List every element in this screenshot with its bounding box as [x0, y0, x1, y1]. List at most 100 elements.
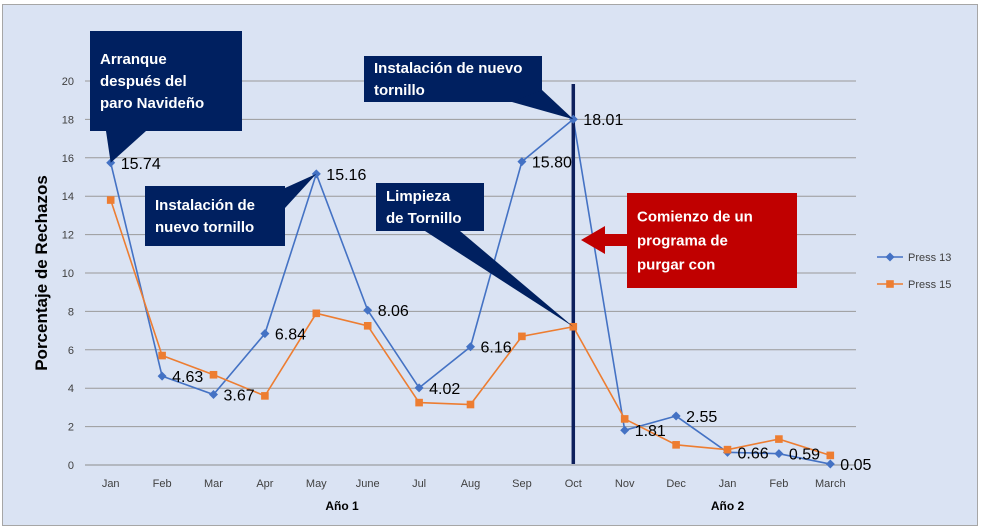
data-point — [518, 332, 526, 341]
callout-box — [364, 56, 542, 102]
data-label: 2.55 — [686, 409, 717, 426]
callout-box — [627, 193, 797, 288]
annotation-callout: Arranque después del paro Navideño — [90, 31, 242, 163]
data-point — [158, 351, 166, 360]
callout-text: Limpieza — [386, 188, 451, 205]
data-point — [620, 425, 630, 435]
data-point — [209, 390, 218, 400]
x-tick-label: Jan — [102, 478, 120, 490]
legend-label: Press 13 — [908, 252, 951, 264]
callout-pointer — [106, 131, 146, 163]
callout-text: nuevo tornillo — [155, 219, 254, 236]
callout-text: Comienzo de un — [637, 209, 753, 226]
data-point — [363, 305, 373, 315]
data-point — [517, 157, 527, 167]
group-label: Año 1 — [325, 499, 359, 513]
callout-pointer — [512, 90, 574, 120]
annotation-callout: Instalación de nuevo tornillo — [145, 173, 317, 246]
data-label: 15.16 — [326, 167, 366, 184]
data-label: 0.05 — [840, 457, 871, 474]
data-point — [363, 322, 372, 330]
x-tick-label: Feb — [769, 478, 788, 490]
data-point — [157, 371, 167, 381]
data-label: 15.80 — [532, 155, 572, 172]
data-point — [260, 329, 270, 339]
data-point — [775, 435, 783, 443]
data-label: 4.02 — [429, 381, 460, 398]
data-point — [209, 370, 218, 379]
x-tick-label: Jan — [719, 478, 737, 490]
annotation-callout: Limpieza de Tornillo — [376, 183, 574, 327]
data-label: 8.06 — [378, 303, 409, 320]
data-point — [414, 383, 424, 393]
data-label: 0.59 — [789, 447, 820, 464]
x-tick-label: Apr — [256, 478, 273, 490]
callout-box — [145, 186, 285, 246]
legend-label: Press 15 — [908, 279, 951, 291]
data-point — [312, 309, 321, 318]
x-tick-label: Nov — [615, 478, 635, 490]
y-tick-label: 4 — [68, 383, 74, 395]
x-tick-label: May — [306, 478, 327, 490]
y-tick-label: 18 — [62, 114, 74, 126]
data-point — [620, 415, 629, 423]
callout-box — [376, 183, 484, 231]
legend-marker — [886, 280, 894, 288]
callout-text: paro Navideño — [100, 95, 204, 112]
y-tick-label: 10 — [62, 268, 74, 280]
data-label: 6.84 — [275, 327, 306, 344]
callout-pointer — [285, 173, 317, 208]
callout-text: Instalación de — [155, 197, 255, 214]
callout-text: después del — [100, 73, 187, 90]
y-axis-label: Porcentaje de Rechazos — [32, 175, 51, 371]
data-point — [672, 441, 680, 449]
y-tick-label: 12 — [62, 230, 74, 242]
y-tick-label: 8 — [68, 306, 74, 318]
callout-text: tornillo — [374, 82, 425, 99]
x-tick-label: Mar — [204, 478, 223, 490]
x-tick-label: March — [815, 478, 846, 490]
x-tick-label: Oct — [565, 478, 582, 490]
x-tick-label: Dec — [666, 478, 686, 490]
annotation-callout: Comienzo de un programa de purgar con — [581, 193, 797, 288]
data-label: 4.63 — [172, 369, 203, 386]
x-tick-label: Jul — [412, 478, 426, 490]
y-tick-label: 16 — [62, 153, 74, 165]
callout-box — [90, 31, 242, 131]
data-point — [261, 392, 269, 400]
y-tick-label: 6 — [68, 345, 74, 357]
callout-pointer — [425, 231, 574, 327]
data-point — [671, 411, 681, 421]
data-point — [825, 459, 835, 469]
series-line-press-13 — [109, 117, 831, 465]
data-label: 1.81 — [635, 423, 666, 440]
x-tick-label: Aug — [461, 478, 481, 490]
callout-text: Instalación de nuevo — [374, 60, 522, 77]
callout-text: purgar con — [637, 257, 715, 274]
data-point — [466, 400, 475, 409]
group-label: Año 2 — [711, 499, 745, 513]
y-tick-label: 2 — [68, 422, 74, 434]
callout-text: de Tornillo — [386, 210, 462, 227]
data-point — [106, 196, 115, 204]
data-label: 6.16 — [481, 340, 512, 357]
data-label: 0.66 — [738, 445, 769, 462]
y-tick-label: 20 — [62, 76, 74, 88]
data-label: 18.01 — [583, 112, 623, 129]
data-point — [723, 445, 732, 454]
annotation-callout: Instalación de nuevo tornillo — [364, 56, 574, 120]
data-label: 3.67 — [224, 388, 255, 405]
data-point — [415, 398, 423, 407]
data-label: 15.74 — [121, 156, 161, 173]
data-point — [774, 449, 784, 459]
legend-marker — [885, 252, 895, 262]
y-tick-label: 14 — [62, 191, 74, 203]
data-point — [466, 342, 475, 352]
data-point — [826, 451, 835, 460]
x-tick-label: Sep — [512, 478, 532, 490]
callout-text: Arranque — [100, 51, 167, 68]
y-tick-label: 0 — [68, 460, 74, 472]
x-tick-label: June — [356, 478, 380, 490]
x-tick-label: Feb — [153, 478, 172, 490]
